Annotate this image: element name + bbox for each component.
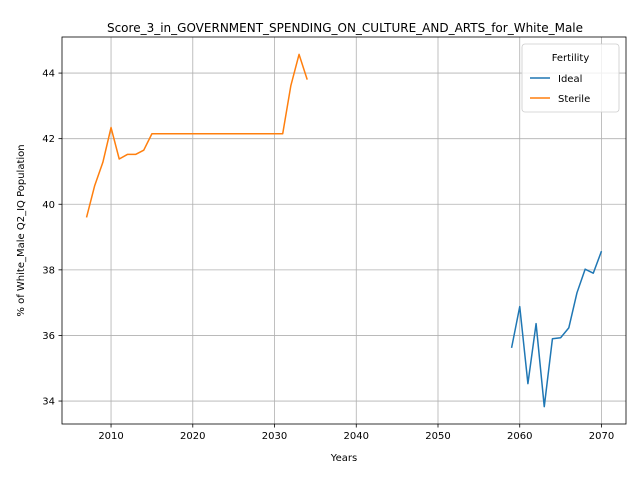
x-tick-label: 2050	[425, 431, 450, 442]
legend-title: Fertility	[552, 53, 590, 64]
series-layer	[85, 53, 603, 408]
y-tick-label: 34	[42, 397, 55, 408]
legend-entry-label: Ideal	[558, 74, 582, 85]
legend-entry-label: Sterile	[558, 94, 590, 105]
y-tick-label: 40	[42, 200, 55, 211]
series-line-sterile	[85, 53, 308, 218]
legend-box	[521, 43, 620, 113]
x-tick-label: 2030	[262, 431, 287, 442]
x-tick-label: 2060	[507, 431, 532, 442]
series-line-ideal	[510, 250, 603, 408]
y-tick-label: 44	[42, 69, 55, 80]
x-axis-label: Years	[330, 453, 357, 464]
y-tick-label: 38	[42, 265, 55, 276]
x-tick-label: 2010	[98, 431, 123, 442]
y-axis-label: % of White_Male Q2_IQ Population	[16, 144, 27, 316]
x-tick-label: 2020	[180, 431, 205, 442]
y-tick-label: 36	[42, 331, 55, 342]
x-tick-label: 2040	[344, 431, 369, 442]
axis-ticks: 2010 2020 2030 2040 2050 2060 2070 34 36 38 40 42 44	[42, 69, 614, 442]
y-tick-label: 42	[42, 134, 55, 145]
x-tick-label: 2070	[589, 431, 614, 442]
legend: Fertility Ideal Sterile	[521, 43, 620, 113]
plot-area-frame	[61, 36, 627, 425]
legend-entries: Ideal Sterile	[530, 74, 590, 105]
chart-title: Score_3_in_GOVERNMENT_SPENDING_ON_CULTUR…	[107, 21, 583, 35]
